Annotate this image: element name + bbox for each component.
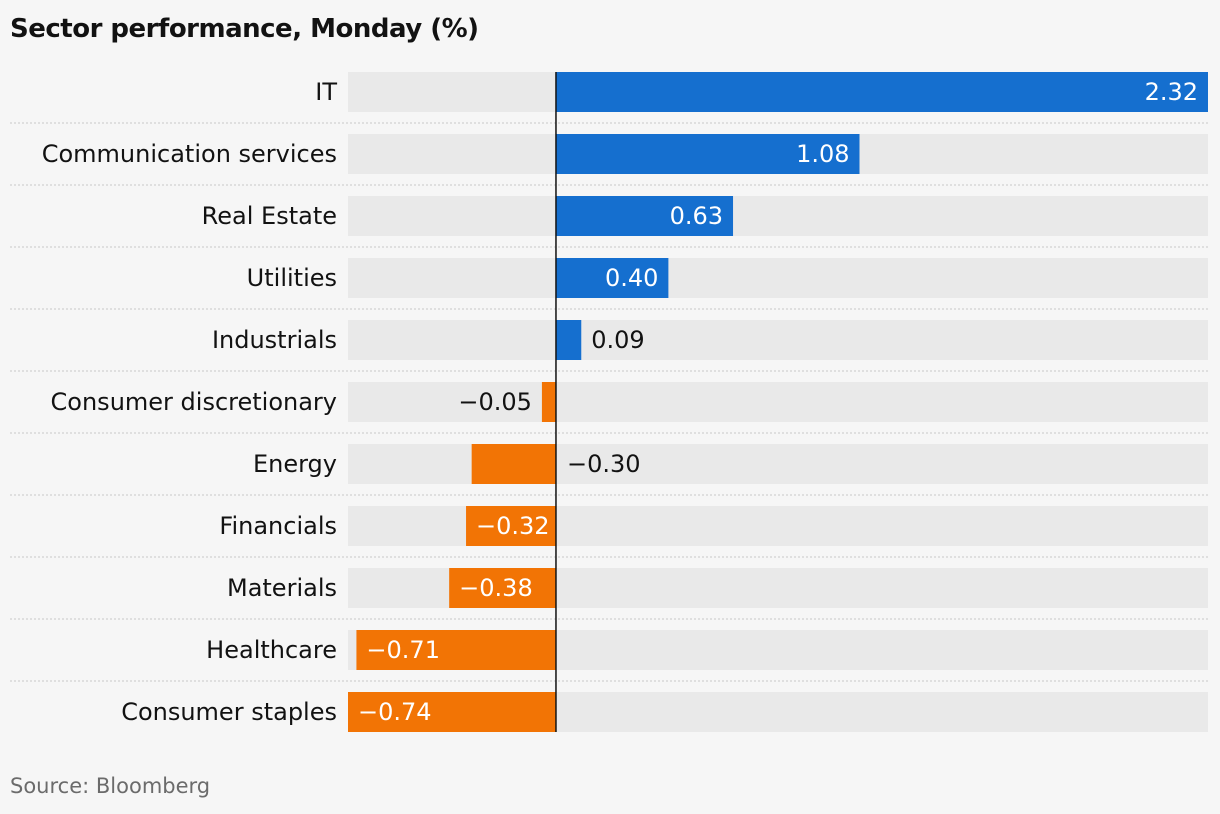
bar [466,506,556,546]
bar [541,382,556,422]
value-label: −0.71 [366,636,440,664]
value-label: −0.32 [476,512,550,540]
bar [555,134,860,174]
bar [555,72,1208,112]
value-label: −0.30 [567,450,641,478]
value-label: 2.32 [1145,78,1198,106]
value-label: 0.63 [670,202,723,230]
category-label: Financials [219,512,337,540]
category-label: Real Estate [202,202,337,230]
category-label: Communication services [42,140,337,168]
source-note: Source: Bloomberg [10,774,211,798]
category-label: Consumer staples [121,698,337,726]
category-label: Materials [227,574,337,602]
value-label: 0.40 [605,264,658,292]
bar-track [348,320,1208,360]
bar-track [348,382,1208,422]
chart-title: Sector performance, Monday (%) [10,14,479,44]
bar [356,630,556,670]
bar [348,692,556,732]
value-label: 1.08 [796,140,849,168]
bar [555,320,582,360]
bar-track [348,196,1208,236]
category-label: Energy [253,450,337,478]
bar-track [348,258,1208,298]
bar [555,196,734,236]
category-label: Healthcare [206,636,337,664]
value-label: −0.38 [459,574,533,602]
category-label: IT [315,78,337,106]
value-label: 0.09 [591,326,644,354]
bar-chart: IT 2.32 Communication services 1.08 Real Est… [10,72,1208,732]
value-label: −0.74 [358,698,432,726]
category-label: Industrials [212,326,337,354]
bar [471,444,556,484]
category-label: Utilities [247,264,337,292]
value-label: −0.05 [458,388,532,416]
bar [449,568,556,608]
category-label: Consumer discretionary [51,388,337,416]
bar [555,258,669,298]
